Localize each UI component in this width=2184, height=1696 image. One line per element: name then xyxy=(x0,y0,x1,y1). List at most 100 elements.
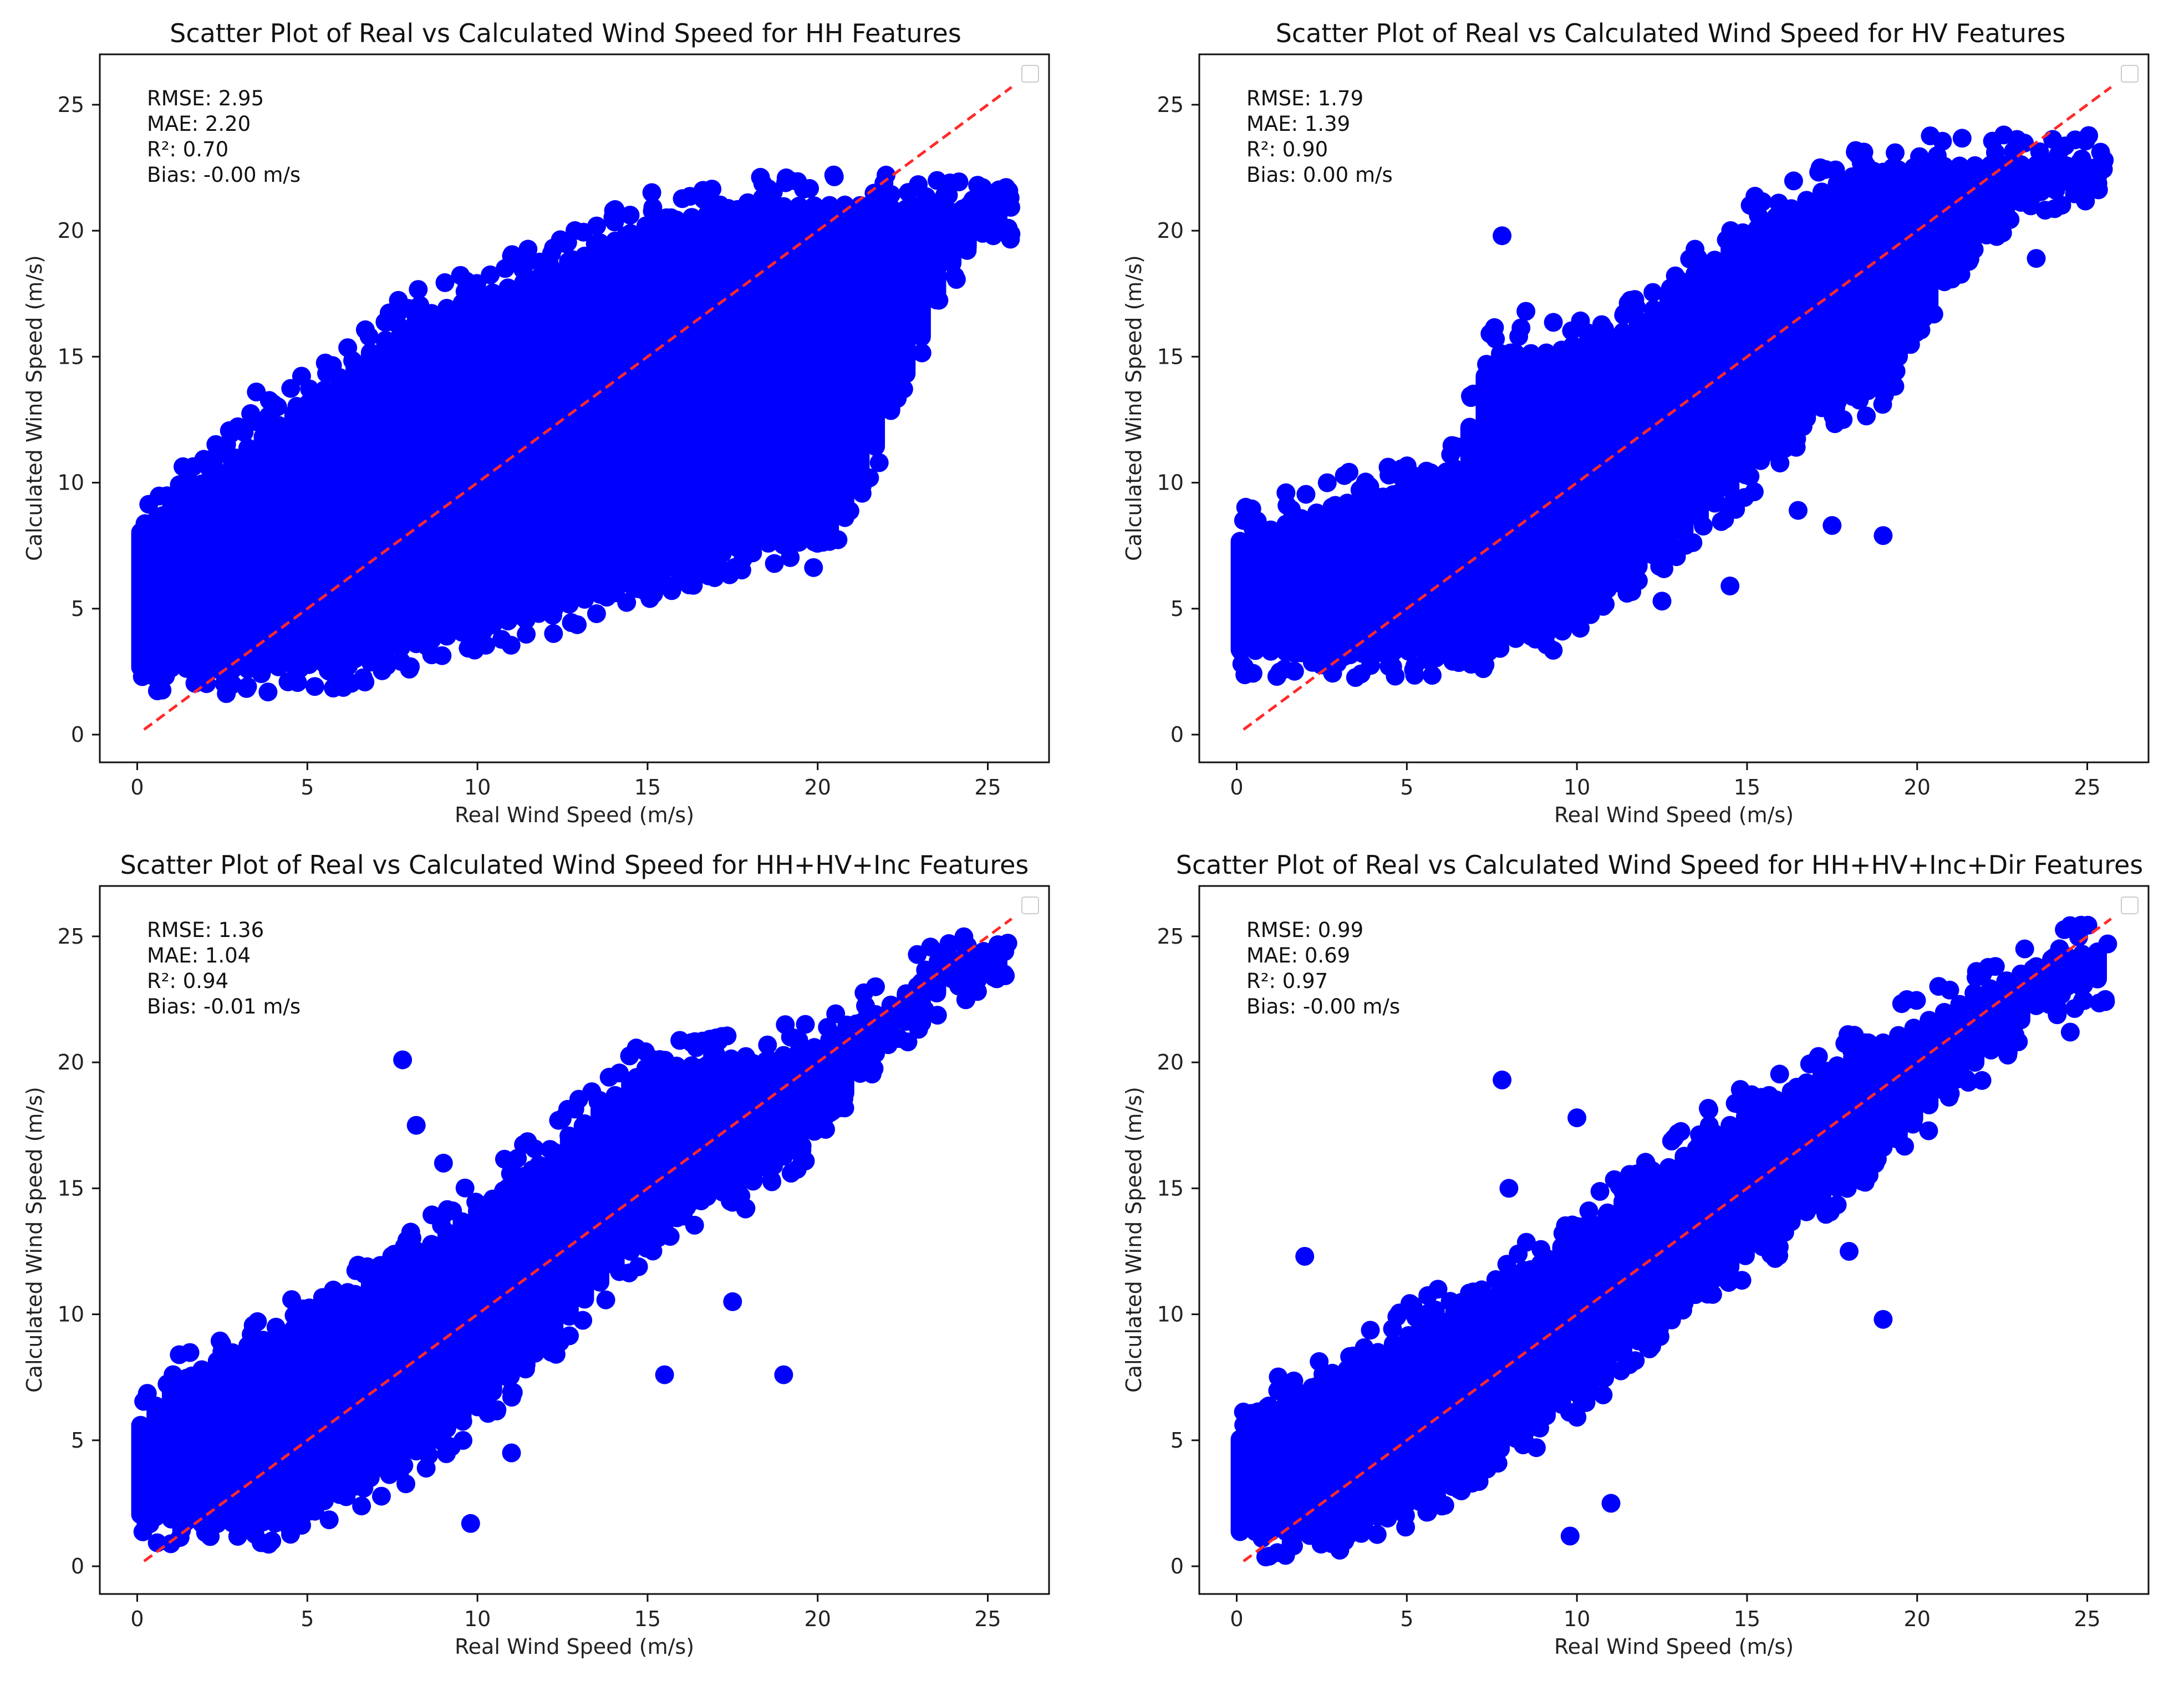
scatter-point xyxy=(718,561,737,580)
scatter-point-cluster xyxy=(712,1055,732,1201)
scatter-point-outlier xyxy=(774,1365,793,1384)
scatter-point-cluster xyxy=(330,1294,349,1504)
scatter-point-cluster xyxy=(223,450,242,679)
scatter-point xyxy=(616,226,635,246)
x-tick-label: 5 xyxy=(301,1607,314,1631)
scatter-point xyxy=(1594,597,1613,616)
scatter-point xyxy=(2021,196,2040,216)
scatter-point xyxy=(824,1099,844,1118)
scatter-point-cluster xyxy=(1460,417,1479,655)
scatter-point xyxy=(401,1223,420,1242)
axes-frame xyxy=(1198,53,2150,763)
scatter-point xyxy=(2023,959,2043,979)
scatter-point xyxy=(517,624,536,644)
scatter-point xyxy=(869,453,889,472)
scatter-point xyxy=(354,1479,374,1498)
panel-hh-hv-inc-dir: Scatter Plot of Real vs Calculated Wind … xyxy=(1122,850,2150,1659)
scatter-point xyxy=(1336,1524,1356,1543)
chart-title: Scatter Plot of Real vs Calculated Wind … xyxy=(170,18,961,48)
scatter-point xyxy=(671,561,691,580)
scatter-point xyxy=(1531,1254,1550,1274)
scatter-point-cluster xyxy=(1246,526,1265,660)
scatter-point-cluster xyxy=(1705,1124,1724,1288)
scatter-point xyxy=(518,252,538,271)
stat-rmse: RMSE: 2.95 xyxy=(147,86,264,110)
scatter-point-outlier xyxy=(2027,249,2046,268)
x-axis-ticks: 0 5 10 15 20 25 xyxy=(130,762,1001,799)
scatter-point-cluster xyxy=(1506,1271,1525,1448)
scatter-point-cluster xyxy=(1904,158,1923,338)
scatter-point xyxy=(1580,1382,1600,1402)
scatter-point-cluster xyxy=(1353,491,1372,663)
scatter-point-cluster xyxy=(621,1072,640,1261)
scatter-point-outlier xyxy=(461,1514,480,1533)
scatter-point xyxy=(939,934,959,953)
stat-r2: R²: 0.70 xyxy=(147,137,228,161)
scatter-point-cluster xyxy=(1966,987,1985,1072)
scatter-point-outlier xyxy=(1822,516,1842,535)
scatter-point xyxy=(1892,994,1911,1013)
scatter-point xyxy=(228,1527,247,1546)
x-axis-label: Real Wind Speed (m/s) xyxy=(455,803,694,827)
scatter-point-cluster xyxy=(698,205,717,568)
stat-bias: Bias: -0.00 m/s xyxy=(1246,995,1400,1018)
reference-line xyxy=(1243,86,2112,731)
scatter-point-cluster xyxy=(1674,1147,1694,1313)
scatter-point-cluster xyxy=(651,213,671,584)
scatter-point xyxy=(478,1404,498,1423)
scatter-point-cluster xyxy=(345,355,365,669)
scatter-point xyxy=(1284,1377,1304,1396)
x-axis-ticks: 0 5 10 15 20 25 xyxy=(1230,762,2101,799)
scatter-point xyxy=(686,1038,706,1057)
scatter-point-cluster xyxy=(1613,1192,1632,1364)
scatter-point xyxy=(1690,1125,1709,1144)
scatter-point xyxy=(352,1496,371,1516)
scatter-point xyxy=(516,1359,535,1379)
y-axis-label: Calculated Wind Speed (m/s) xyxy=(1122,255,1146,561)
scatter-point xyxy=(1477,355,1496,374)
scatter-point xyxy=(474,621,493,640)
scatter-point xyxy=(337,1487,356,1506)
x-tick-label: 25 xyxy=(974,775,1001,799)
scatter-point xyxy=(756,1051,776,1071)
legend-box xyxy=(2121,897,2139,914)
scatter-point-cluster xyxy=(1996,972,2015,1044)
scatter-point xyxy=(1837,1179,1857,1198)
y-tick-label: 15 xyxy=(58,344,84,369)
scatter-point-cluster xyxy=(1735,225,1755,485)
scatter-point xyxy=(282,1290,301,1309)
scatter-point-cluster xyxy=(744,1053,763,1191)
scatter-point xyxy=(1903,1114,1923,1134)
scatter-point-cluster xyxy=(774,1046,793,1166)
scatter-point-outlier xyxy=(587,604,606,623)
scatter-point-cluster xyxy=(897,199,916,384)
scatter-point xyxy=(1437,462,1456,482)
scatter-point xyxy=(1818,1062,1837,1081)
scatter-point-cluster xyxy=(253,1331,273,1532)
scatter-point xyxy=(174,457,192,476)
scatter-point-cluster xyxy=(1429,466,1449,659)
scatter-point xyxy=(629,1257,648,1276)
stat-rmse: RMSE: 1.79 xyxy=(1246,86,1363,110)
scatter-point xyxy=(1417,1492,1436,1511)
scatter-point xyxy=(2074,991,2094,1010)
scatter-point xyxy=(435,273,455,292)
scatter-point xyxy=(2015,939,2034,959)
scatter-point-outlier xyxy=(1493,1070,1512,1089)
scatter-point xyxy=(1597,1205,1616,1224)
scatter-point xyxy=(1544,313,1563,332)
scatter-point xyxy=(590,233,610,252)
scatter-point xyxy=(135,514,155,533)
scatter-point-cluster xyxy=(1920,157,1939,314)
scatter-point xyxy=(1531,1240,1551,1259)
scatter-point xyxy=(1373,487,1393,507)
stat-mae: MAE: 1.39 xyxy=(1246,112,1350,136)
scatter-point-cluster xyxy=(1858,1041,1877,1171)
scatter-point-cluster xyxy=(1475,1288,1495,1468)
scatter-point xyxy=(559,1126,579,1145)
scatter-point xyxy=(1350,480,1370,500)
scatter-point xyxy=(721,1049,741,1068)
x-tick-label: 10 xyxy=(464,775,491,799)
scatter-point xyxy=(1282,500,1301,519)
scatter-point xyxy=(133,1522,152,1541)
